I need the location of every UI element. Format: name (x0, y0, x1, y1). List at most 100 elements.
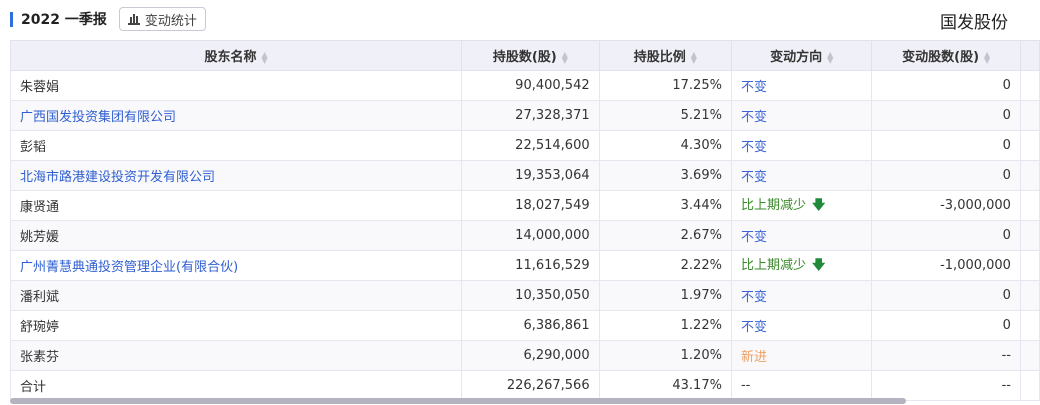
shareholder-name[interactable]: 广州菁慧典通投资管理企业(有限合伙) (9, 250, 463, 281)
sort-icon[interactable]: ▲ ▼ (261, 49, 268, 65)
arrow-down-icon: 🡇 (811, 257, 826, 273)
table-row: 北海市路港建设投资开发有限公司 19,353,064 3.69% 不变 0 (9, 160, 1040, 191)
more-cell (1019, 190, 1040, 221)
report-period[interactable]: 2022 一季报 (21, 12, 107, 28)
change-shares-cell: -- (871, 340, 1021, 371)
table-row: 朱蓉娟 90,400,542 17.25% 不变 0 (9, 70, 1040, 101)
more-cell (1019, 160, 1040, 191)
sort-icon[interactable]: ▲ ▼ (690, 49, 697, 65)
header-more (1019, 40, 1040, 71)
change-shares-cell: 0 (871, 310, 1021, 341)
header-label: 变动方向 (770, 50, 823, 65)
ratio-cell: 2.67% (598, 220, 732, 251)
table-row: 潘利斌 10,350,050 1.97% 不变 0 (9, 280, 1040, 311)
table-row: 广州菁慧典通投资管理企业(有限合伙) 11,616,529 2.22% 比上期减… (9, 250, 1040, 281)
more-cell (1019, 280, 1040, 311)
header-shares[interactable]: 持股数(股) ▲ ▼ (461, 40, 600, 71)
shareholder-name: 姚芳媛 (9, 220, 463, 251)
sort-icon[interactable]: ▲ ▼ (984, 49, 991, 65)
more-cell (1019, 100, 1040, 131)
shares-cell: 19,353,064 (461, 160, 600, 191)
shares-cell: 14,000,000 (461, 220, 600, 251)
shareholder-name: 舒琬婷 (9, 310, 463, 341)
table-row: 广西国发投资集团有限公司 27,328,371 5.21% 不变 0 (9, 100, 1040, 131)
shareholder-name: 合计 (9, 370, 463, 401)
shares-cell: 90,400,542 (461, 70, 600, 101)
shares-cell: 10,350,050 (461, 280, 600, 311)
more-cell (1019, 250, 1040, 281)
arrow-down-icon: 🡇 (811, 197, 826, 213)
ratio-cell: 1.20% (598, 340, 732, 371)
shareholder-name: 朱蓉娟 (9, 70, 463, 101)
change-direction-cell: 不变 (730, 160, 873, 191)
more-cell (1019, 340, 1040, 371)
horizontal-scrollbar[interactable] (10, 398, 906, 404)
header-label: 持股数(股) (492, 50, 557, 65)
header-ratio[interactable]: 持股比例 ▲ ▼ (598, 40, 732, 71)
header-label: 持股比例 (633, 50, 686, 65)
ratio-cell: 1.97% (598, 280, 732, 311)
shareholder-name[interactable]: 北海市路港建设投资开发有限公司 (9, 160, 463, 191)
change-direction-cell: 不变 (730, 100, 873, 131)
more-cell (1019, 220, 1040, 251)
more-cell (1019, 70, 1040, 101)
change-direction-cell: 不变 (730, 220, 873, 251)
more-cell (1019, 310, 1040, 341)
change-direction: 不变 (740, 170, 767, 185)
shares-cell: 226,267,566 (461, 370, 600, 401)
header-shareholder-name[interactable]: 股东名称 ▲ ▼ (9, 40, 463, 71)
ratio-cell: 4.30% (598, 130, 732, 161)
shares-cell: 18,027,549 (461, 190, 600, 221)
change-direction: 不变 (740, 320, 767, 335)
stock-name: 国发股份 (940, 13, 1008, 33)
change-shares-cell: 0 (871, 160, 1021, 191)
change-direction-cell: 比上期减少 🡇 (730, 250, 873, 281)
change-direction: 不变 (740, 140, 767, 155)
change-shares-cell: -3,000,000 (871, 190, 1021, 221)
ratio-cell: 1.22% (598, 310, 732, 341)
table-row: 彭韬 22,514,600 4.30% 不变 0 (9, 130, 1040, 161)
change-direction-cell: 不变 (730, 70, 873, 101)
table-row: 合计 226,267,566 43.17% -- -- (9, 370, 1040, 401)
change-direction-cell: 不变 (730, 280, 873, 311)
report-header: 2022 一季报 变动统计 (10, 7, 206, 31)
header-label: 变动股数(股) (902, 50, 980, 65)
bar-chart-icon (127, 13, 140, 25)
change-shares-cell: -- (871, 370, 1021, 401)
change-stats-label: 变动统计 (144, 13, 197, 29)
change-stats-button[interactable]: 变动统计 (118, 7, 206, 31)
shareholders-table: 股东名称 ▲ ▼ 持股数(股) ▲ ▼ 持股比例 ▲ ▼ 变动方向 ▲ ▼ 变动股数(股) ▲ ▼ 朱蓉娟 … (9, 40, 1040, 401)
ratio-cell: 5.21% (598, 100, 732, 131)
change-direction: 新进 (740, 350, 767, 365)
accent-bar (10, 11, 13, 27)
ratio-cell: 3.44% (598, 190, 732, 221)
change-direction-cell: 新进 (730, 340, 873, 371)
ratio-cell: 43.17% (598, 370, 732, 401)
ratio-cell: 3.69% (598, 160, 732, 191)
change-direction: 不变 (740, 290, 767, 305)
more-cell (1019, 130, 1040, 161)
sort-icon[interactable]: ▲ ▼ (561, 49, 568, 65)
shareholder-name[interactable]: 广西国发投资集团有限公司 (9, 100, 463, 131)
change-direction: 比上期减少 (740, 257, 806, 273)
table-row: 舒琬婷 6,386,861 1.22% 不变 0 (9, 310, 1040, 341)
change-direction-cell: 不变 (730, 130, 873, 161)
shares-cell: 6,290,000 (461, 340, 600, 371)
shares-cell: 11,616,529 (461, 250, 600, 281)
change-shares-cell: 0 (871, 100, 1021, 131)
table-row: 张素芬 6,290,000 1.20% 新进 -- (9, 340, 1040, 371)
header-change-direction[interactable]: 变动方向 ▲ ▼ (730, 40, 873, 71)
change-direction: 比上期减少 (740, 197, 806, 213)
shares-cell: 27,328,371 (461, 100, 600, 131)
change-shares-cell: -1,000,000 (871, 250, 1021, 281)
sort-icon[interactable]: ▲ ▼ (827, 49, 834, 65)
header-change-shares[interactable]: 变动股数(股) ▲ ▼ (871, 40, 1021, 71)
shareholder-name: 潘利斌 (9, 280, 463, 311)
shares-cell: 22,514,600 (461, 130, 600, 161)
change-shares-cell: 0 (871, 280, 1021, 311)
shareholder-name: 彭韬 (9, 130, 463, 161)
shareholder-name: 康贤通 (9, 190, 463, 221)
change-direction-cell: 比上期减少 🡇 (730, 190, 873, 221)
change-direction-cell: 不变 (730, 310, 873, 341)
ratio-cell: 2.22% (598, 250, 732, 281)
